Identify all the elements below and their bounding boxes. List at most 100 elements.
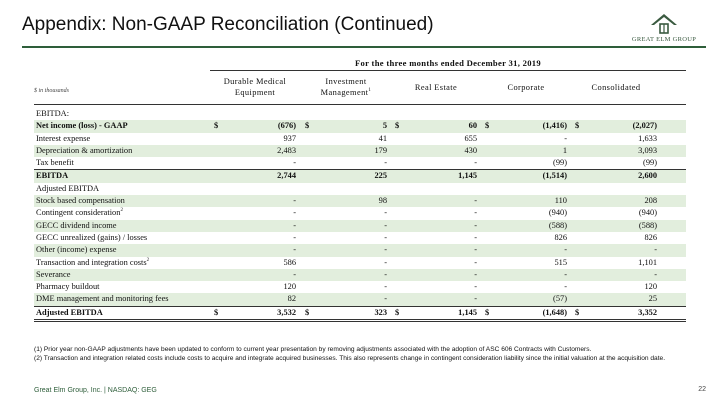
company-logo: GREAT ELM GROUP (624, 14, 704, 46)
table-cell: 1,145 (458, 171, 477, 181)
row-label-text: Interest expense (36, 133, 91, 143)
row-label: Depreciation & amortization (36, 145, 132, 157)
row-label-text: GECC dividend income (36, 220, 117, 230)
column-header-line1: Durable Medical (223, 77, 287, 86)
table-cell: 82 (287, 294, 296, 304)
table-cell: 110 (554, 196, 567, 206)
row-label-text: Severance (36, 269, 71, 279)
page-title: Appendix: Non-GAAP Reconciliation (Conti… (22, 14, 434, 35)
table-cell: (588) (548, 220, 567, 230)
column-header-footnote-ref: 1 (368, 88, 372, 93)
row-label: Net income (loss) - GAAP (36, 120, 128, 132)
table-cell: 3,532 (277, 307, 296, 317)
table-cell: - (384, 282, 387, 292)
column-header-line1: Investment (325, 77, 367, 86)
period-header: For the three months ended December 31, … (354, 58, 541, 68)
table-row: Pharmacy buildout 120 - - - 120 (34, 281, 686, 293)
table-cell: 225 (374, 171, 387, 181)
table-row: Depreciation & amortization 2,483 179 430 1 3… (34, 144, 686, 158)
table-cell: - (293, 232, 296, 242)
table-cell: 3,093 (638, 145, 657, 155)
row-label-text: GECC unrealized (gains) / losses (36, 232, 148, 242)
footnote-2: (2) Transaction and integration related … (34, 354, 666, 362)
footnote-1: (1) Prior year non-GAAP adjustments have… (34, 346, 592, 353)
table-row: Stock based compensation - 98 - 110 208 (34, 195, 686, 208)
row-label: Adjusted EBITDA (36, 307, 103, 319)
table-row: DME management and monitoring fees 82 - - (5… (34, 293, 686, 306)
table-cell: 655 (464, 133, 477, 143)
period-underline (210, 70, 686, 71)
row-label: Pharmacy buildout (36, 281, 100, 293)
table-cell: - (474, 196, 477, 206)
table-row: Adjusted EBITDA (34, 183, 686, 195)
table-cell: 826 (644, 232, 657, 242)
table-cell: - (564, 245, 567, 255)
header-divider (22, 46, 706, 48)
column-header: Consolidated (571, 72, 661, 102)
table-cell: - (384, 269, 387, 279)
table-row: EBITDA: (34, 108, 686, 120)
table-cell: - (293, 196, 296, 206)
table-row: Adjusted EBITDA $3,532 $323 $1,145 $ (1,648) $… (34, 305, 686, 323)
table-cell: 179 (374, 145, 387, 155)
table-cell: - (654, 245, 657, 255)
row-label-text: DME management and monitoring fees (36, 294, 169, 304)
table-cell: 826 (554, 232, 567, 242)
row-label-text: EBITDA: (36, 109, 70, 118)
table-cell: 586 (283, 257, 296, 267)
table-cell: (99) (553, 158, 567, 168)
table-cell: 60 (468, 121, 477, 131)
row-label: Stock based compensation (36, 195, 125, 207)
table-row: Contingent consideration2 - - - (940) (940) (34, 207, 686, 219)
table-cell: (1,648) (542, 307, 567, 317)
row-label: GECC unrealized (gains) / losses (36, 232, 147, 244)
table-cell: 2,744 (277, 171, 296, 181)
currency-symbol: $ (305, 121, 310, 131)
table-cell: 1,101 (638, 257, 657, 267)
table-cell: - (293, 208, 296, 218)
column-header-line2: Equipment (234, 88, 276, 97)
table-cell: (940) (548, 208, 567, 218)
currency-symbol: $ (575, 121, 580, 131)
table-row: Severance - - - - - (34, 268, 686, 282)
table-cell: 1,633 (638, 133, 657, 143)
row-label: Transaction and integration costs2 (36, 257, 149, 269)
row-label: Contingent consideration2 (36, 207, 123, 219)
column-header: Real Estate (391, 72, 481, 102)
row-label: Adjusted EBITDA (36, 183, 99, 195)
table-cell: - (384, 232, 387, 242)
table-cell: - (293, 245, 296, 255)
table-cell: (2,027) (632, 121, 657, 131)
header-underline (34, 104, 686, 105)
table-cell: (1,514) (542, 171, 567, 181)
row-label-text: Contingent consideration (36, 208, 121, 218)
row-footnote-ref: 2 (120, 208, 123, 214)
currency-symbol: $ (485, 121, 490, 131)
column-header: Durable Medical Equipment (210, 72, 300, 102)
row-label-text: Net income (loss) - GAAP (36, 121, 128, 131)
row-label: Tax benefit (36, 157, 74, 169)
row-footnote-ref: 2 (146, 257, 150, 263)
row-label: EBITDA (36, 170, 68, 182)
row-label-text: Pharmacy buildout (36, 282, 100, 292)
table-cell: 208 (644, 196, 657, 206)
table-cell: (1,416) (542, 121, 567, 131)
table-row: Transaction and integration costs2 586 - - 5… (34, 257, 686, 269)
table-row: EBITDA 2,744 225 1,145 (1,514) 2,600 (34, 169, 686, 183)
page-number: 22 (698, 386, 706, 393)
table-cell: 98 (378, 196, 387, 206)
currency-symbol: $ (305, 307, 310, 317)
table-cell: - (384, 245, 387, 255)
currency-symbol: $ (214, 307, 219, 317)
table-cell: - (293, 269, 296, 279)
table-cell: 120 (644, 282, 657, 292)
row-label-text: Adjusted EBITDA (36, 183, 100, 193)
table-cell: 2,483 (277, 145, 296, 155)
table-cell: - (293, 220, 296, 230)
table-cell: - (564, 269, 567, 279)
table-cell: 1 (562, 145, 567, 155)
currency-symbol: $ (485, 307, 490, 317)
row-label: DME management and monitoring fees (36, 293, 169, 305)
table-row: Interest expense 937 41 655 - 1,633 (34, 133, 686, 145)
row-label-text: Transaction and integration costs (36, 257, 147, 267)
